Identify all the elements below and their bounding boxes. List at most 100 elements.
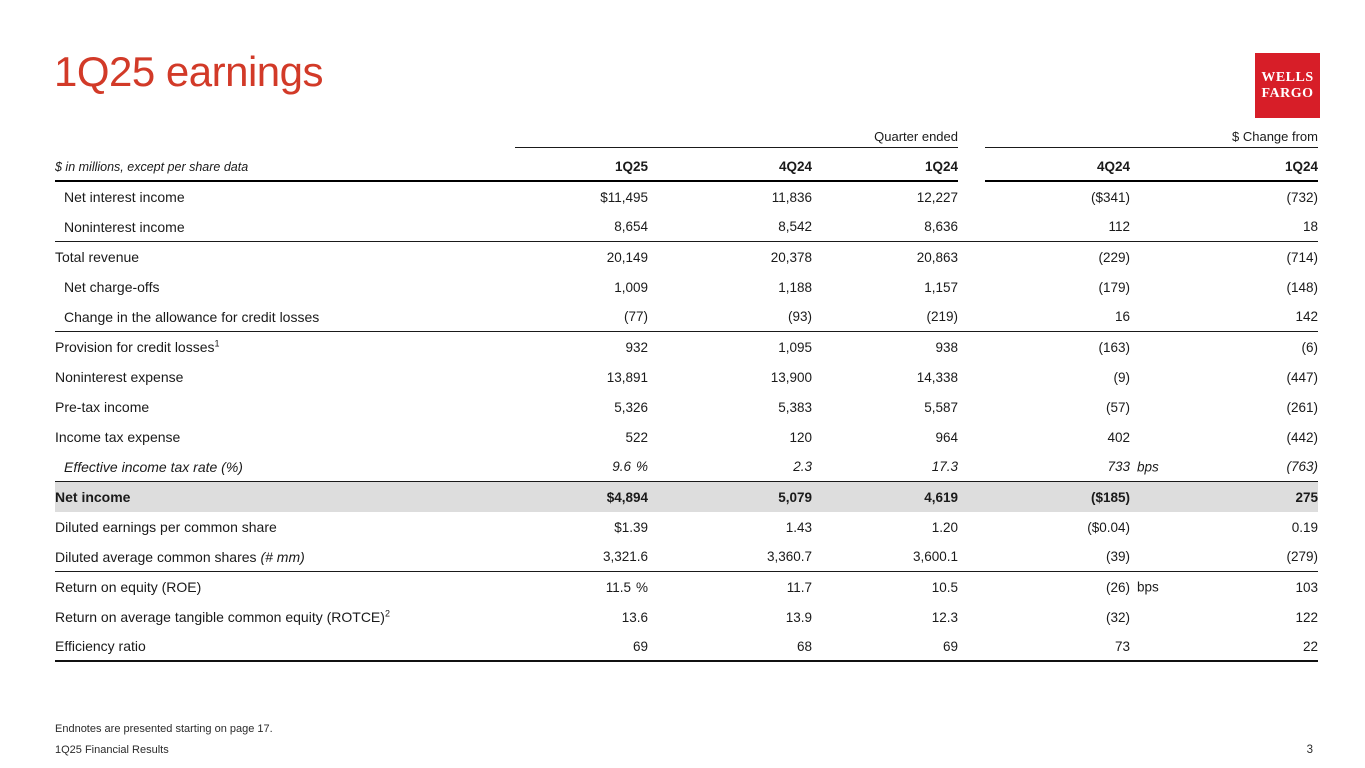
cell-1q25: 13.6 xyxy=(515,610,648,625)
column-header-left-part: $ in millions, except per share data 1Q2… xyxy=(55,148,958,182)
cell-1q25: 9.6% xyxy=(515,459,648,474)
cell-1q25: 3,321.6 xyxy=(515,549,648,564)
cell-value: 13.6 xyxy=(621,609,648,625)
cell-1q24: 14,338 xyxy=(812,370,958,385)
row-label-text: Total revenue xyxy=(55,249,140,265)
cell-change-1q24: 22 xyxy=(1130,639,1318,654)
row-label-text: Efficiency ratio xyxy=(55,638,146,654)
cell-change-1q24: 103 xyxy=(1130,580,1318,595)
column-header-gap xyxy=(958,148,985,182)
cell-1q25: 522 xyxy=(515,430,648,445)
table-row: Net income $4,894 5,079 4,619 ($185) 275 xyxy=(55,482,1318,512)
cell-4q24: 11.7 xyxy=(648,580,812,595)
cell-value: (77) xyxy=(623,309,648,324)
cell-value: 73 xyxy=(1114,638,1130,654)
cell-value: (39) xyxy=(1105,549,1130,564)
row-label: Total revenue xyxy=(55,249,515,265)
cell-4q24: 120 xyxy=(648,430,812,445)
cell-value: 1.43 xyxy=(785,519,812,535)
cell-4q24: 3,360.7 xyxy=(648,549,812,564)
footnote-marker: 2 xyxy=(384,608,390,619)
cell-1q24: 1.20 xyxy=(812,520,958,535)
cell-value: 8,654 xyxy=(614,219,648,234)
cell-change-4q24: 402 xyxy=(985,430,1130,445)
cell-value: 2.3 xyxy=(793,459,812,474)
cell-value: (229) xyxy=(1098,249,1130,265)
cell-value: 1,009 xyxy=(614,279,648,295)
unit-suffix: % xyxy=(635,459,648,474)
cell-4q24: 1.43 xyxy=(648,520,812,535)
table-row: Net interest income $11,495 11,836 12,227 ($… xyxy=(55,182,1318,212)
cell-4q24: 1,188 xyxy=(648,280,812,295)
cell-1q25: 69 xyxy=(515,639,648,654)
cell-value: (93) xyxy=(787,309,812,324)
group-header-change-from: $ Change from xyxy=(985,129,1318,148)
row-label: Return on equity (ROE) xyxy=(55,579,515,595)
row-label-text: Noninterest expense xyxy=(55,369,184,385)
cell-change-1q24: (447) xyxy=(1130,370,1318,385)
cell-value: 18 xyxy=(1302,219,1318,234)
row-label: Change in the allowance for credit losse… xyxy=(55,309,515,325)
cell-1q25: 11.5% xyxy=(515,580,648,595)
cell-value: ($0.04) xyxy=(1087,519,1130,535)
cell-value: 3,360.7 xyxy=(766,549,812,564)
row-label: Diluted average common shares (# mm) xyxy=(55,549,515,565)
cell-1q24: 69 xyxy=(812,639,958,654)
row-label: Net interest income xyxy=(55,189,515,205)
column-header-change-4q24: 4Q24 xyxy=(1096,159,1130,174)
logo-line1: WELLS xyxy=(1261,69,1314,85)
cell-change-1q24: (261) xyxy=(1130,400,1318,415)
table-row: Noninterest expense 13,891 13,900 14,338 (9)… xyxy=(55,362,1318,392)
cell-1q24: 8,636 xyxy=(812,219,958,234)
row-label-text: Effective income tax rate (%) xyxy=(64,458,243,475)
cell-4q24: 2.3 xyxy=(648,459,812,474)
cell-4q24: 5,383 xyxy=(648,400,812,415)
cell-4q24: 11,836 xyxy=(648,190,812,205)
cell-4q24: 8,542 xyxy=(648,219,812,234)
cell-1q25: 1,009 xyxy=(515,280,648,295)
cell-change-4q24: (32) xyxy=(985,610,1130,625)
row-label-text: Income tax expense xyxy=(55,429,181,445)
cell-value: (57) xyxy=(1105,399,1130,415)
cell-value: 13,891 xyxy=(606,369,648,385)
cell-value: 112 xyxy=(1108,219,1130,234)
cell-1q24: 3,600.1 xyxy=(812,549,958,564)
cell-4q24: 13.9 xyxy=(648,610,812,625)
cell-4q24: 13,900 xyxy=(648,370,812,385)
cell-change-4q24: (163) xyxy=(985,340,1130,355)
cell-change-1q24: 142 xyxy=(1130,309,1318,324)
cell-1q24: 12,227 xyxy=(812,190,958,205)
earnings-table: Quarter ended $ Change from $ in million… xyxy=(55,126,1318,662)
cell-1q24: 5,587 xyxy=(812,400,958,415)
cell-value: 5,079 xyxy=(778,489,812,505)
cell-change-1q24: 0.19 xyxy=(1130,520,1318,535)
row-label: Income tax expense xyxy=(55,429,515,445)
cell-value: 14,338 xyxy=(916,369,958,385)
cell-1q25: 8,654 xyxy=(515,219,648,234)
cell-1q24: 4,619 xyxy=(812,490,958,505)
cell-1q24: 17.3 xyxy=(812,459,958,474)
cell-value: 120 xyxy=(789,429,812,445)
cell-value: 68 xyxy=(796,638,812,654)
cell-value: 69 xyxy=(942,638,958,654)
cell-1q25: $4,894 xyxy=(515,490,648,505)
cell-value: 932 xyxy=(625,339,648,355)
footer-title: 1Q25 Financial Results xyxy=(55,744,169,756)
table-column-header-row: $ in millions, except per share data 1Q2… xyxy=(55,148,1318,182)
cell-value: (732) xyxy=(1286,189,1318,205)
cell-value: 20,149 xyxy=(606,249,648,265)
cell-1q24: (219) xyxy=(812,309,958,324)
wells-fargo-logo: WELLS FARGO xyxy=(1255,53,1320,118)
row-label-text: Diluted earnings per common share xyxy=(55,519,277,535)
cell-value: 1,188 xyxy=(778,279,812,295)
cell-value: 11.7 xyxy=(786,579,812,595)
cell-value: 13.9 xyxy=(785,609,812,625)
cell-value: 0.19 xyxy=(1291,519,1318,535)
cell-value: 142 xyxy=(1295,309,1318,324)
cell-value: 275 xyxy=(1295,489,1318,505)
cell-1q25: 20,149 xyxy=(515,250,648,265)
table-row: Return on equity (ROE) 11.5% 11.7 10.5 (26) b… xyxy=(55,572,1318,602)
cell-1q25: $11,495 xyxy=(515,190,648,205)
row-label-text: Net charge-offs xyxy=(64,279,160,295)
cell-value: 20,378 xyxy=(770,249,812,265)
